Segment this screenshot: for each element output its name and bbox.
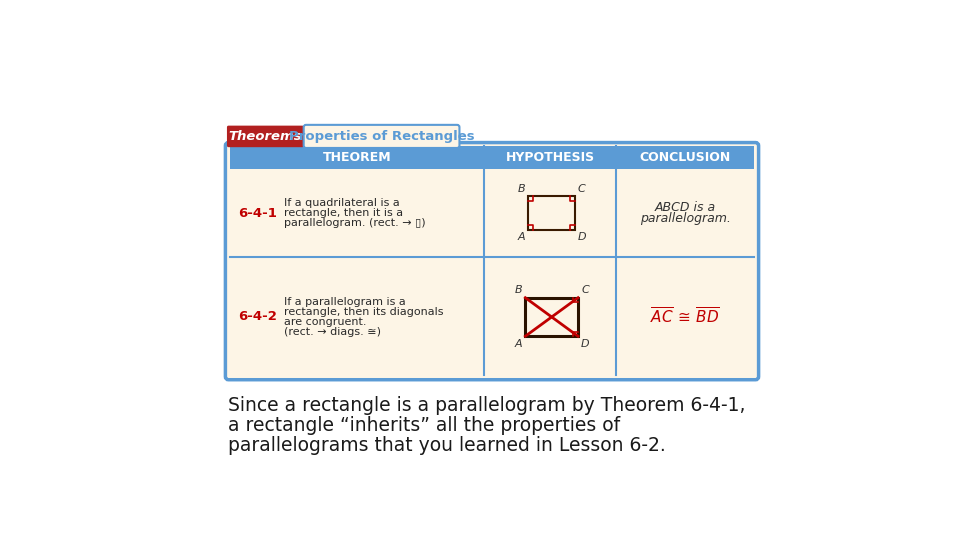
Text: $\overline{AC}$$\,\cong\,$$\overline{BD}$: $\overline{AC}$$\,\cong\,$$\overline{BD}… xyxy=(650,307,720,327)
Text: A: A xyxy=(517,232,525,242)
Text: 6-4-2: 6-4-2 xyxy=(238,310,276,323)
Text: parallelogram. (rect. → ▯): parallelogram. (rect. → ▯) xyxy=(284,218,426,228)
Text: D: D xyxy=(581,339,589,348)
Text: rectangle, then its diagonals: rectangle, then its diagonals xyxy=(284,307,444,317)
Text: B: B xyxy=(515,286,522,295)
Text: B: B xyxy=(517,184,525,194)
Text: (rect. → diags. ≅): (rect. → diags. ≅) xyxy=(284,327,381,337)
FancyBboxPatch shape xyxy=(303,125,460,148)
Bar xyxy=(230,146,754,168)
Text: C: C xyxy=(581,286,588,295)
Text: a rectangle “inherits” all the properties of: a rectangle “inherits” all the propertie… xyxy=(228,416,620,435)
Text: 6-4-1: 6-4-1 xyxy=(238,206,276,220)
Text: If a parallelogram is a: If a parallelogram is a xyxy=(284,297,406,307)
Text: CONCLUSION: CONCLUSION xyxy=(639,151,731,164)
Text: Theorems: Theorems xyxy=(228,130,302,143)
Text: D: D xyxy=(578,232,587,242)
Bar xyxy=(525,298,578,336)
Text: are congruent.: are congruent. xyxy=(284,317,367,327)
Bar xyxy=(528,196,575,230)
FancyBboxPatch shape xyxy=(226,143,758,380)
Text: rectangle, then it is a: rectangle, then it is a xyxy=(284,208,403,218)
Text: If a quadrilateral is a: If a quadrilateral is a xyxy=(284,198,400,208)
FancyBboxPatch shape xyxy=(227,126,303,147)
Text: A: A xyxy=(515,339,522,348)
Text: HYPOTHESIS: HYPOTHESIS xyxy=(506,151,594,164)
Text: Properties of Rectangles: Properties of Rectangles xyxy=(289,130,474,143)
Text: ABCD is a: ABCD is a xyxy=(655,201,715,214)
Text: THEOREM: THEOREM xyxy=(323,151,392,164)
Text: C: C xyxy=(578,184,586,194)
Text: parallelograms that you learned in Lesson 6-2.: parallelograms that you learned in Lesso… xyxy=(228,436,666,455)
Text: Since a rectangle is a parallelogram by Theorem 6-4-1,: Since a rectangle is a parallelogram by … xyxy=(228,396,746,415)
Text: parallelogram.: parallelogram. xyxy=(639,212,731,225)
